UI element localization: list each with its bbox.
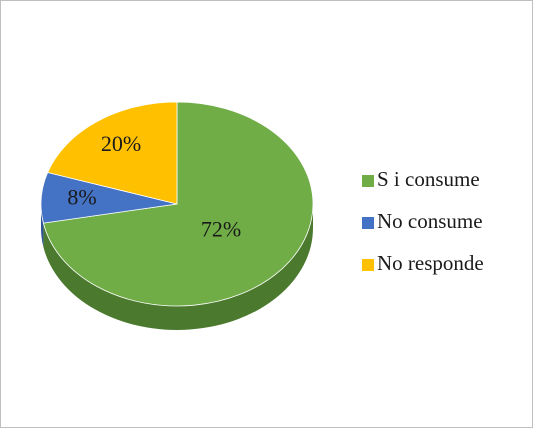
legend-label-3: No responde: [377, 251, 484, 275]
data-label-1: 72%: [201, 216, 241, 241]
pie-side-1: [43, 204, 313, 330]
pie-slice-1: [42, 101, 314, 307]
data-label-2: 8%: [67, 185, 96, 210]
pie-data-labels: 72% 8% 20%: [67, 131, 241, 241]
legend-swatch-3: [362, 259, 374, 271]
legend-label-1: S i consume: [377, 167, 480, 191]
pie-slice-3: [47, 101, 178, 205]
legend-swatch-2: [362, 217, 374, 229]
legend-swatch-1: [362, 175, 374, 187]
legend: S i consume No consume No responde: [362, 167, 484, 275]
pie-slices: [40, 101, 314, 307]
data-label-3: 20%: [101, 131, 141, 156]
legend-label-2: No consume: [377, 209, 483, 233]
